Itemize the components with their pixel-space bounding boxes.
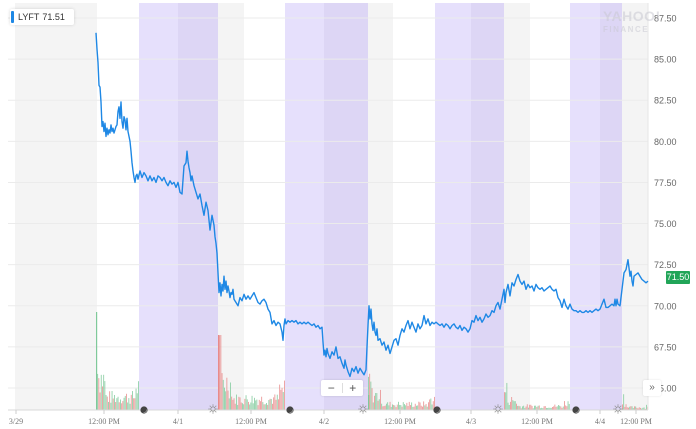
band-offhours bbox=[15, 3, 97, 410]
band-night bbox=[178, 3, 218, 410]
band-night bbox=[600, 3, 622, 410]
x-tick-label: 12:00 PM bbox=[620, 417, 652, 426]
y-axis-labels: 87.50 85.00 82.50 80.00 77.50 75.00 72.50 70.00… bbox=[654, 14, 677, 394]
zoom-out-button[interactable]: − bbox=[327, 381, 335, 395]
x-tick-label: 4/1 bbox=[173, 417, 183, 426]
price-line bbox=[95, 32, 649, 378]
x-tick-label: 12:00 PM bbox=[88, 417, 120, 426]
y-tick-label: 85.00 bbox=[654, 55, 677, 65]
band-offhours bbox=[504, 3, 530, 410]
band-market bbox=[244, 3, 285, 410]
x-tick-label: 4/3 bbox=[466, 417, 476, 426]
band-market bbox=[97, 3, 139, 410]
band-night bbox=[324, 3, 368, 410]
moon-icon bbox=[140, 406, 148, 414]
y-tick-label: 67.50 bbox=[654, 342, 677, 352]
moon-icon bbox=[433, 406, 441, 414]
volume-bars bbox=[96, 312, 649, 410]
band-after bbox=[139, 3, 178, 410]
y-tick-label: 65.00 bbox=[654, 384, 677, 394]
zoom-controls: − + bbox=[321, 380, 363, 396]
x-tick-label: 12:00 PM bbox=[384, 417, 416, 426]
session-markers bbox=[140, 404, 623, 414]
y-tick-label: 82.50 bbox=[654, 96, 677, 106]
session-bands bbox=[15, 3, 648, 410]
sun-icon bbox=[493, 404, 503, 414]
y-tick-label: 75.00 bbox=[654, 219, 677, 229]
series-color-swatch bbox=[11, 11, 14, 23]
watermark-brand: YAHOO! bbox=[603, 8, 661, 24]
ticker-symbol: LYFT bbox=[18, 12, 40, 22]
x-tick-label: 12:00 PM bbox=[521, 417, 553, 426]
band-after bbox=[435, 3, 471, 410]
zoom-in-button[interactable]: + bbox=[349, 381, 357, 395]
band-after bbox=[285, 3, 324, 410]
x-tick-label: 4/4 bbox=[595, 417, 605, 426]
band-night bbox=[471, 3, 504, 410]
moon-icon bbox=[572, 406, 580, 414]
scroll-right-button[interactable]: » bbox=[643, 380, 661, 396]
band-market bbox=[530, 3, 570, 410]
current-price-tag: 71.50 bbox=[666, 271, 690, 284]
y-tick-label: 77.50 bbox=[654, 178, 677, 188]
x-axis-labels: 3/29 12:00 PM 4/1 12:00 PM 4/2 12:00 PM 4/3 12:… bbox=[9, 410, 652, 426]
band-after bbox=[570, 3, 600, 410]
watermark-sub: FINANCE bbox=[603, 25, 650, 34]
zoom-separator bbox=[341, 383, 343, 393]
y-tick-label: 80.00 bbox=[654, 137, 677, 147]
band-market bbox=[393, 3, 435, 410]
sun-icon bbox=[613, 404, 623, 414]
y-tick-label: 70.00 bbox=[654, 301, 677, 311]
x-tick-label: 3/29 bbox=[9, 417, 23, 426]
y-tick-label: 87.50 bbox=[654, 14, 677, 24]
band-offhours bbox=[622, 3, 648, 410]
yahoo-finance-watermark: YAHOO! FINANCE bbox=[603, 8, 661, 36]
y-tick-label: 72.50 bbox=[654, 260, 677, 270]
moon-icon bbox=[286, 406, 294, 414]
ticker-price: 71.51 bbox=[42, 12, 65, 22]
x-tick-label: 12:00 PM bbox=[235, 417, 267, 426]
sun-icon bbox=[358, 404, 368, 414]
sun-icon bbox=[208, 404, 218, 414]
band-offhours bbox=[218, 3, 244, 410]
x-tick-label: 4/2 bbox=[319, 417, 329, 426]
ticker-legend[interactable]: LYFT 71.51 bbox=[10, 9, 74, 25]
